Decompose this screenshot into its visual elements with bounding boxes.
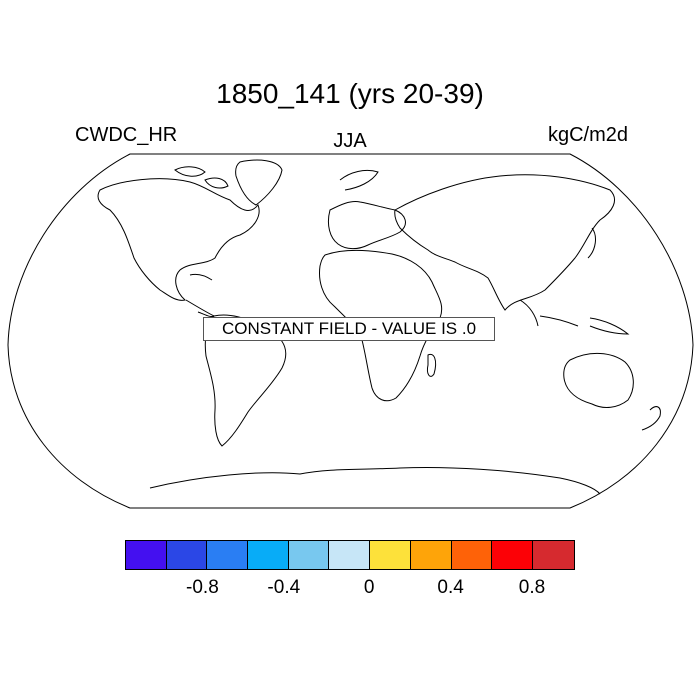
colorbar-swatch: [248, 541, 289, 569]
constant-field-notice: CONSTANT FIELD - VALUE IS .0: [203, 317, 495, 341]
greenland-coast: [235, 159, 283, 206]
asia-coast: [394, 174, 615, 311]
colorbar-tick-label: -0.8: [186, 577, 219, 598]
colorbar-tick-label: 0: [363, 577, 375, 598]
colorbar-swatch: [492, 541, 533, 569]
season-label: JJA: [333, 130, 367, 152]
colorbar-swatch: [410, 541, 452, 569]
colorbar-swatch: [207, 541, 249, 569]
colorbar: [125, 540, 575, 570]
units-label: kgC/m2d: [547, 124, 628, 146]
colorbar-swatch: [370, 541, 411, 569]
australia-coast: [563, 353, 634, 408]
colorbar-swatch: [126, 541, 167, 569]
map-frame: [7, 153, 694, 509]
coastlines: [97, 159, 661, 495]
north-america-coast: [97, 178, 260, 301]
colorbar-swatch: [166, 541, 208, 569]
colorbar-tick-label: -0.4: [267, 577, 301, 598]
africa-coast: [319, 249, 443, 402]
colorbar-swatch: [329, 541, 371, 569]
colorbar-tick-label: 0.4: [437, 577, 464, 598]
europe-coast: [327, 201, 406, 250]
plot-title: 1850_141 (yrs 20-39): [216, 78, 484, 109]
variable-label: CWDC_HR: [75, 124, 178, 146]
colorbar-tick-label: 0.8: [518, 577, 546, 598]
colorbar-swatch: [288, 541, 330, 569]
antarctica-coast: [149, 466, 601, 495]
colorbar-swatch: [451, 541, 493, 569]
colorbar-swatch: [532, 541, 574, 569]
